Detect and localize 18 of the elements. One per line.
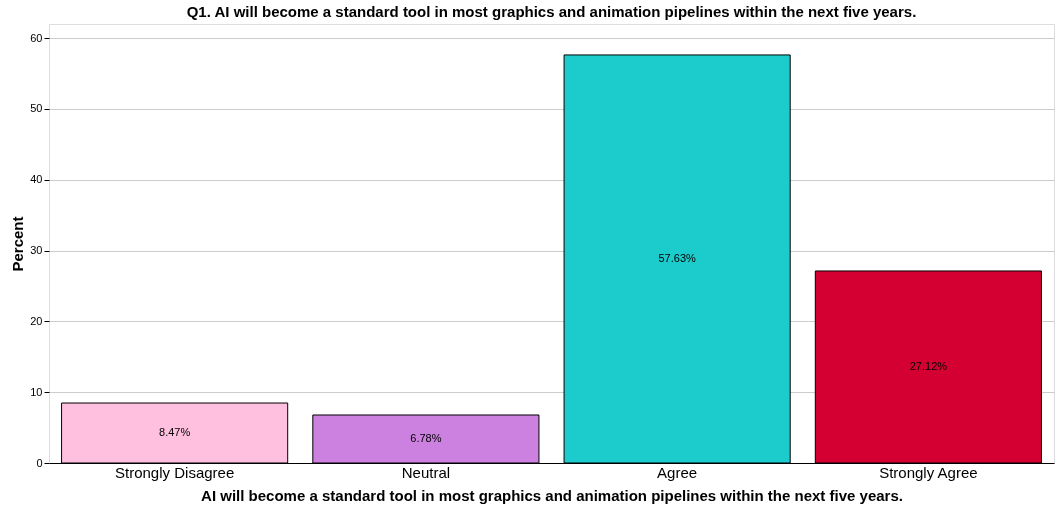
y-tick-label: 40 bbox=[30, 173, 43, 186]
chart-title: Q1. AI will become a standard tool in most graphics and animation pipelines within the next five years. bbox=[186, 3, 917, 20]
y-tick-label: 20 bbox=[30, 314, 43, 327]
y-tick-label: 10 bbox=[30, 385, 43, 398]
x-tick-label: Neutral bbox=[401, 463, 451, 481]
data-label: 27.12% bbox=[909, 359, 948, 372]
y-axis-title: Percent bbox=[9, 216, 27, 272]
x-tick-label: Strongly Agree bbox=[879, 463, 978, 481]
y-tick-label: 50 bbox=[30, 102, 43, 115]
data-label: 57.63% bbox=[658, 251, 696, 264]
data-label: 6.78% bbox=[410, 432, 442, 444]
x-tick-label: Strongly Disagree bbox=[115, 463, 235, 481]
y-tick-label: 60 bbox=[30, 31, 43, 44]
x-axis-title: AI will become a standard tool in most graphics and animation pipelines within the next five years. bbox=[201, 486, 903, 504]
x-tick-label: Agree bbox=[657, 463, 698, 481]
data-label: 8.47% bbox=[159, 426, 191, 439]
y-tick-label: 30 bbox=[30, 244, 43, 257]
y-tick-label: 0 bbox=[36, 456, 43, 469]
